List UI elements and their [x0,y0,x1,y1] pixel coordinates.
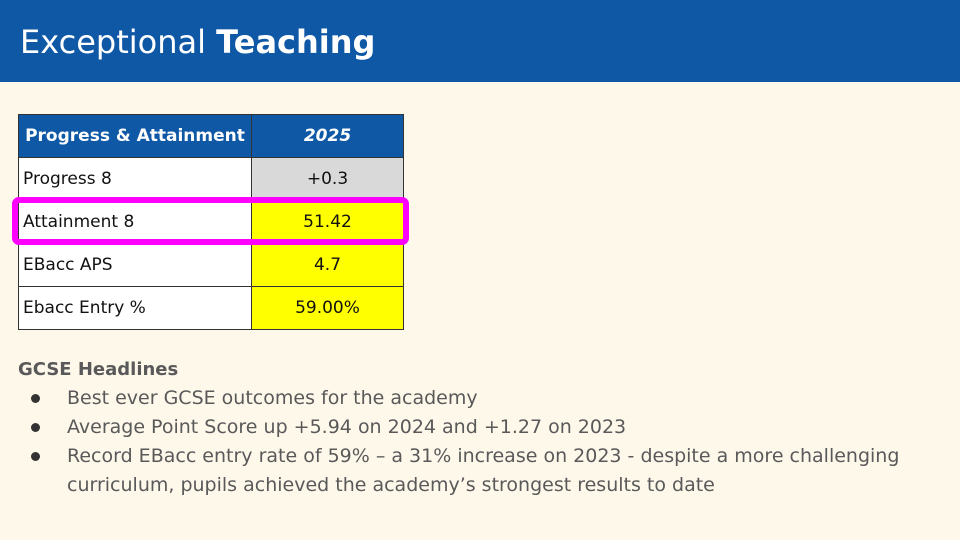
row-label: Attainment 8 [18,200,252,244]
row-label: EBacc APS [18,243,252,287]
slide-title-light: Exceptional [20,23,206,61]
table-header-row: Progress & Attainment 2025 [18,114,404,158]
row-value: 59.00% [251,286,404,330]
row-label: Progress 8 [18,157,252,201]
column-header-year: 2025 [251,114,404,158]
table-row-ebacc-entry: Ebacc Entry % 59.00% [18,286,404,330]
gcse-headlines: GCSE Headlines Best ever GCSE outcomes f… [18,356,938,500]
bullet-icon [31,394,40,403]
bullet-text: Best ever GCSE outcomes for the academy [67,387,478,409]
column-header-measure: Progress & Attainment [18,114,252,158]
headlines-list: Best ever GCSE outcomes for the academy … [18,384,938,500]
table-row-ebacc-aps: EBacc APS 4.7 [18,243,404,287]
row-value: 4.7 [251,243,404,287]
row-value: +0.3 [251,157,404,201]
bullet-text: Record EBacc entry rate of 59% – a 31% i… [67,445,900,496]
list-item: Record EBacc entry rate of 59% – a 31% i… [18,442,938,500]
row-value: 51.42 [251,200,404,244]
row-label: Ebacc Entry % [18,286,252,330]
list-item: Best ever GCSE outcomes for the academy [18,384,938,413]
table-row-attainment-8: Attainment 8 51.42 [18,200,404,244]
progress-attainment-table: Progress & Attainment 2025 Progress 8 +0… [18,114,404,330]
table-row-progress-8: Progress 8 +0.3 [18,157,404,201]
bullet-text: Average Point Score up +5.94 on 2024 and… [67,416,627,438]
bullet-icon [31,452,40,461]
bullet-icon [31,423,40,432]
title-bar: Exceptional Teaching [0,0,960,82]
slide-title: Exceptional Teaching [20,20,375,64]
headlines-title: GCSE Headlines [18,359,179,380]
slide-title-bold: Teaching [216,23,376,61]
list-item: Average Point Score up +5.94 on 2024 and… [18,413,938,442]
